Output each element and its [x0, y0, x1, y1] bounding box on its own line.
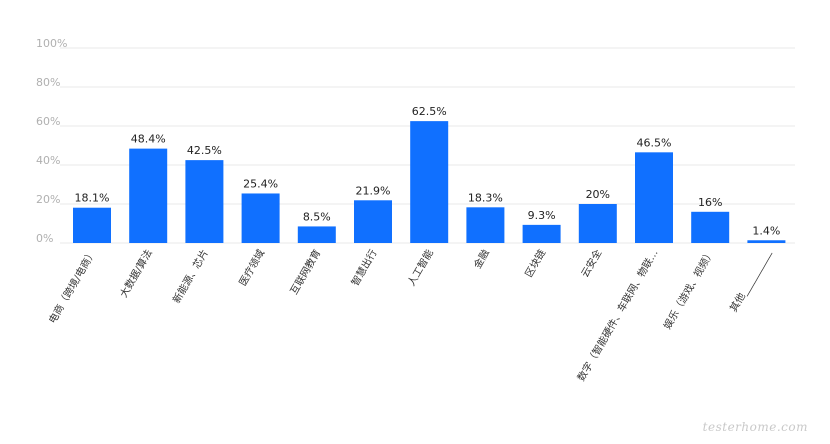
data-label: 18.1%: [75, 192, 110, 205]
category-label: 电商（跨境/电商）: [46, 247, 99, 326]
data-label: 20%: [586, 188, 610, 201]
category-label: 医疗领域: [236, 247, 267, 288]
bar: [410, 121, 449, 243]
data-label: 21.9%: [356, 184, 391, 197]
bar: [691, 211, 730, 243]
y-tick-label: 40%: [36, 154, 60, 167]
bars: [73, 121, 786, 243]
y-tick-label: 0%: [36, 232, 53, 245]
data-label: 16%: [698, 196, 722, 209]
category-label: 大数据/算法: [117, 247, 155, 300]
category-label: 互联网教育: [287, 247, 323, 297]
category-label: 人工智能: [405, 247, 436, 288]
watermark: testerhome.com: [702, 420, 808, 434]
y-tick-label: 20%: [36, 193, 60, 206]
data-label: 48.4%: [131, 133, 166, 146]
bar: [354, 200, 392, 243]
bar: [466, 207, 505, 243]
data-label: 25.4%: [243, 177, 278, 190]
category-label: 其他__________: [727, 246, 774, 314]
y-tick-label: 80%: [36, 76, 60, 89]
category-label: 区块链: [522, 247, 548, 279]
y-tick-label: 100%: [36, 37, 67, 50]
category-label: 金融: [471, 247, 492, 271]
bar: [73, 207, 111, 243]
category-label: 新能源、芯片: [170, 247, 211, 305]
bar: [747, 240, 786, 243]
bar: [522, 224, 561, 243]
data-label: 1.4%: [752, 224, 780, 237]
bar: [578, 204, 617, 243]
y-axis-ticks: 0% 20% 40% 60% 80% 100%: [36, 37, 67, 245]
category-label: 娱乐（游戏、视频）: [661, 247, 717, 331]
data-label: 42.5%: [187, 144, 222, 157]
bar: [129, 148, 168, 243]
category-labels: 电商（跨境/电商） 大数据/算法 新能源、芯片 医疗领域 互联网教育 智慧出行 人工智能 金融…: [46, 246, 774, 383]
y-tick-label: 60%: [36, 115, 60, 128]
data-labels: 18.1% 48.4% 42.5% 25.4% 8.5% 21.9% 62.5% 18.3% 9…: [75, 105, 781, 237]
data-label: 9.3%: [528, 209, 556, 222]
category-label: 云安全: [578, 247, 604, 279]
category-label: 智慧出行: [348, 247, 379, 288]
data-label: 8.5%: [303, 210, 331, 223]
bar: [635, 152, 673, 243]
data-label: 62.5%: [412, 105, 447, 118]
bar: [241, 193, 280, 243]
bar: [297, 226, 336, 243]
data-label: 18.3%: [468, 191, 503, 204]
data-label: 46.5%: [637, 136, 672, 149]
bar: [185, 160, 224, 243]
